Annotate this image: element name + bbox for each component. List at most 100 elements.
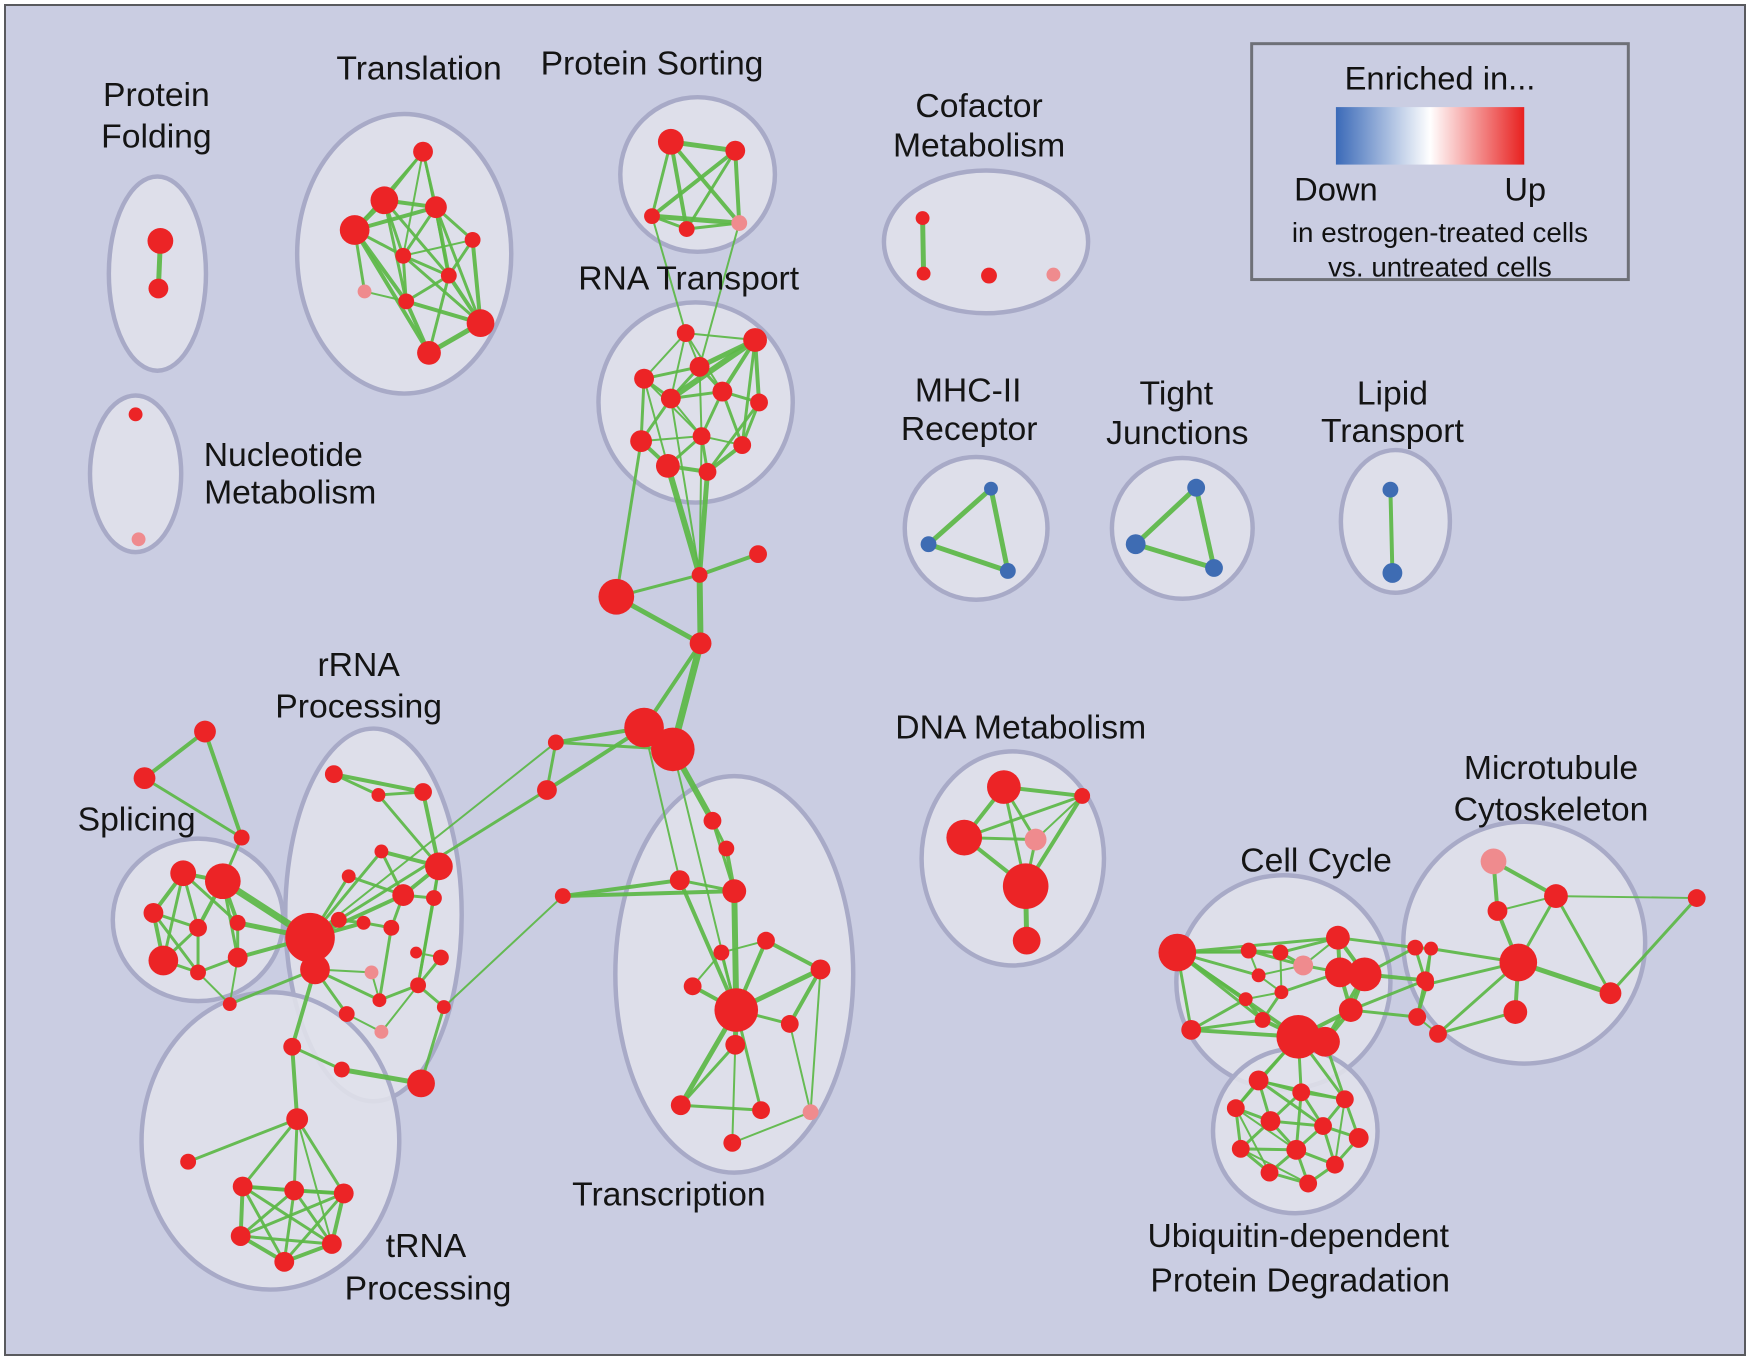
node-CC9: [1326, 925, 1350, 950]
edge-LP0-LP1: [1388, 487, 1395, 575]
node-X1: [284, 1180, 305, 1201]
node-HB2: [651, 727, 695, 772]
node-MTH: [1499, 943, 1538, 982]
node-TC12: [802, 1104, 819, 1121]
node-TC0: [703, 811, 722, 830]
node-PS3: [678, 221, 695, 237]
cluster-label-protein-sorting-0: Protein Sorting: [541, 44, 764, 82]
node-CC13: [1407, 939, 1424, 956]
node-N1: [131, 532, 146, 547]
node-U0: [1248, 1070, 1269, 1091]
edge-PS2-PS4: [649, 213, 742, 226]
node-MT6: [1503, 1000, 1528, 1024]
node-RR0: [324, 765, 343, 784]
node-U3: [1226, 1099, 1245, 1118]
node-X2: [333, 1183, 354, 1204]
node-TC8: [780, 1015, 799, 1033]
node-CC12: [1338, 998, 1363, 1022]
cluster-label-trna-processing-1: Processing: [345, 1269, 512, 1307]
node-RT0: [676, 324, 695, 343]
edge-C4-X0: [241, 1117, 299, 1188]
edge-CF0-CF1: [920, 215, 927, 277]
node-RT9: [733, 436, 752, 455]
node-LB: [598, 578, 635, 615]
edge-RR17-RR13: [380, 984, 420, 1033]
edge-H0-M1: [696, 571, 704, 647]
node-PF1: [148, 278, 169, 299]
edge-CC1-CC8: [1189, 1018, 1265, 1032]
node-CC6: [1238, 992, 1253, 1007]
node-TC10: [670, 1095, 691, 1116]
legend-up-label: Up: [1504, 170, 1546, 207]
node-RR11: [364, 965, 379, 980]
edge-CC9-CC13: [1336, 936, 1417, 950]
node-MT5: [1420, 977, 1435, 992]
node-RT11: [698, 462, 717, 481]
edge-TC2-TCH: [677, 878, 739, 1013]
edge-TJ0-TJ2: [1193, 485, 1217, 571]
node-T3: [339, 215, 370, 245]
node-RR4: [341, 869, 356, 884]
enrichment-network-figure: Protein Folding Translation Protein Sorting…: [78, 42, 1706, 1307]
node-TC13: [723, 1133, 742, 1152]
cluster-ellipse-trna-processing: [139, 989, 402, 1292]
legend-box: [1250, 42, 1630, 282]
node-TC9: [725, 1034, 746, 1055]
node-RT8: [630, 430, 653, 453]
edge-SP2-SP6: [151, 911, 200, 974]
edge-RT0-RT4: [669, 332, 687, 400]
node-D3: [1024, 828, 1047, 851]
node-RR12: [410, 946, 423, 959]
node-MT9: [1687, 889, 1706, 907]
edge-MH1-MH2: [926, 541, 1011, 574]
node-T8: [398, 293, 415, 310]
node-D4: [1002, 863, 1049, 909]
node-CCH1: [1276, 1015, 1321, 1059]
edge-D1-D2: [962, 794, 1084, 840]
node-PF0: [147, 228, 174, 254]
edge-T6-T10: [427, 274, 451, 355]
node-T2: [425, 196, 447, 219]
node-SP6: [190, 964, 206, 981]
node-T9: [466, 309, 495, 338]
edge-SP8-RRH2: [228, 967, 317, 1006]
node-U2: [1335, 1090, 1354, 1109]
node-TJ1: [1125, 534, 1146, 555]
node-TRI0: [194, 720, 216, 743]
cluster-ellipse-cofactor-metabolism: [881, 168, 1091, 316]
edge-TC9-TC13: [731, 1043, 737, 1144]
node-MH0: [984, 481, 998, 496]
legend-down-label: Down: [1294, 170, 1378, 207]
node-CC7: [1274, 985, 1289, 1000]
edge-X1-X4: [292, 1188, 334, 1246]
node-CC10: [1325, 957, 1355, 988]
edge-RT8-LB: [614, 439, 643, 599]
cluster-label-cell-cycle-0: Cell Cycle: [1240, 841, 1392, 879]
node-HB1: [624, 707, 664, 748]
legend-gradient-bar: [1335, 107, 1525, 165]
node-RR7: [426, 890, 442, 906]
edge-T6-T8: [404, 274, 451, 303]
node-RR5: [425, 852, 453, 881]
cluster-label-mhc-ii-receptor-1: Receptor: [901, 410, 1038, 448]
cluster-ellipse-nucleotide-metabolism: [87, 393, 184, 555]
edge-T3-T10: [352, 228, 431, 355]
cluster-ellipse-microtubule-cytoskeleton: [1401, 819, 1648, 1066]
node-CC11: [1347, 957, 1382, 992]
edge-CC0-CCH1: [1175, 950, 1301, 1039]
edge-T2-T6: [433, 205, 451, 278]
cluster-ellipse-mhc-ii-receptor: [902, 454, 1050, 602]
node-C1: [283, 1037, 302, 1056]
node-CC4: [1251, 968, 1266, 983]
edge-PS0-PS4: [668, 139, 742, 226]
edge-TC6-TC8: [787, 967, 823, 1026]
edge-TC9-TC10: [679, 1043, 737, 1107]
edge-MT6-MT7: [1436, 1010, 1517, 1036]
cluster-label-rna-transport-0: RNA Transport: [578, 259, 800, 297]
edge-X2-X3: [239, 1191, 346, 1238]
node-TJ2: [1205, 559, 1223, 577]
node-W: [554, 888, 571, 905]
node-TCH: [714, 988, 759, 1032]
edge-PS1-PS2: [650, 148, 738, 219]
edge-W-TC2: [560, 878, 682, 899]
